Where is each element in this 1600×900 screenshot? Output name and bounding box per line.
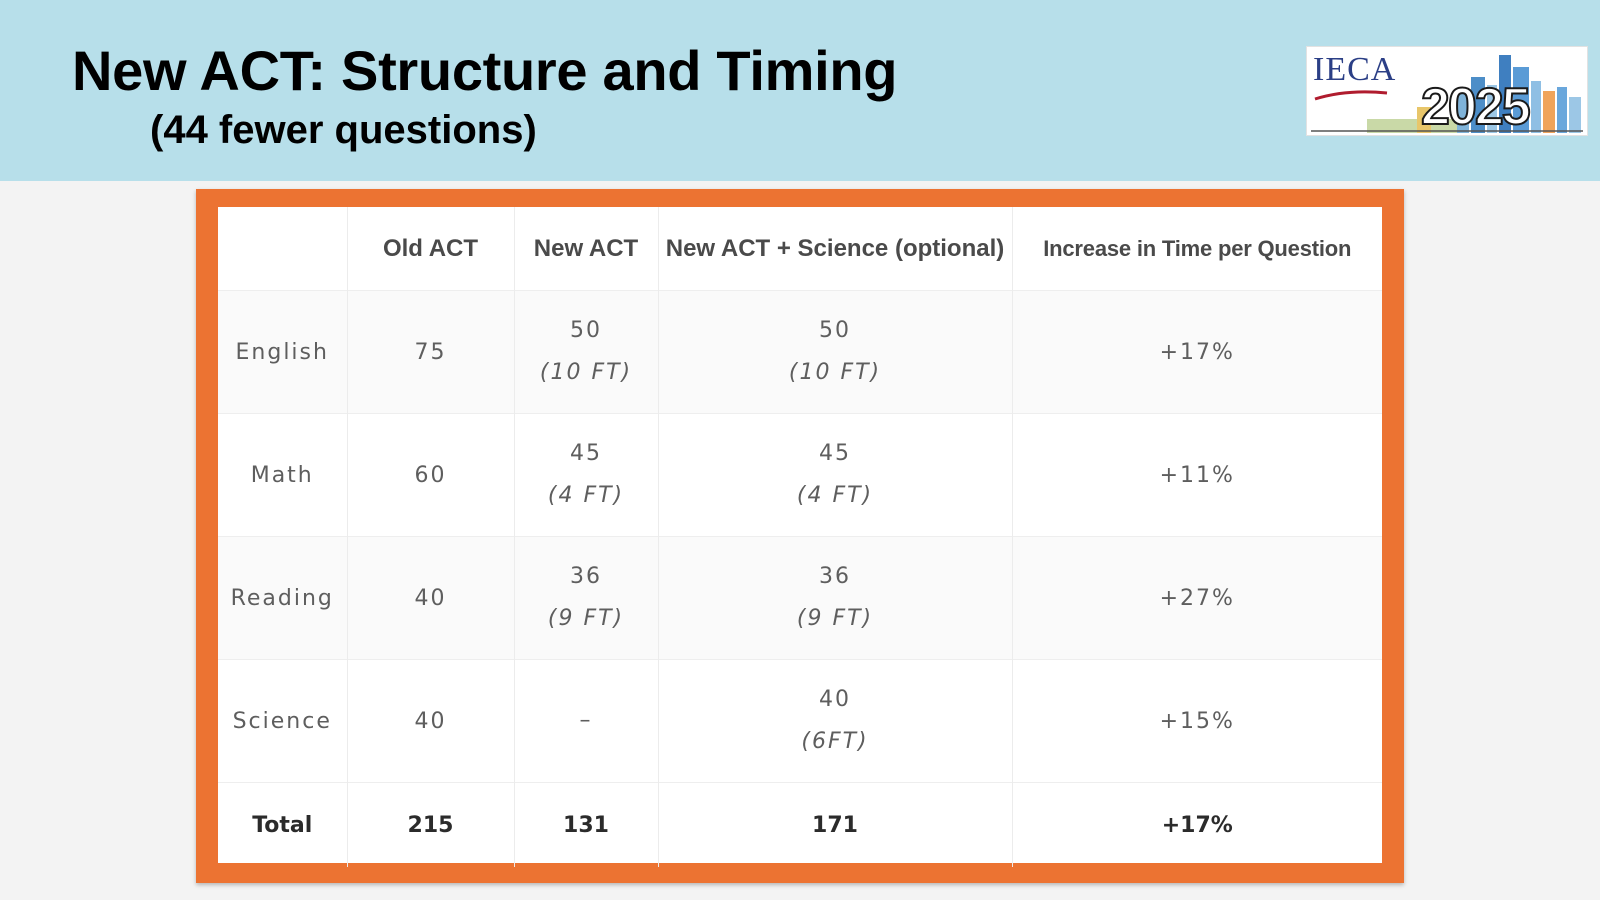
header-cell: Increase in Time per Question: [1011, 207, 1382, 291]
row-label: English: [218, 290, 347, 414]
science-cell: 36 (9 FT): [657, 536, 1012, 660]
row-label: Reading: [218, 536, 347, 660]
ieca-2025-logo: IECA 2025: [1306, 46, 1588, 136]
table-frame: Old ACT New ACT New ACT + Science (optio…: [196, 189, 1404, 883]
logo-year-text: 2025: [1420, 77, 1532, 136]
science-value: 50: [819, 318, 851, 343]
act-comparison-table: Old ACT New ACT New ACT + Science (optio…: [218, 207, 1382, 867]
header-band: New ACT: Structure and Timing (44 fewer …: [0, 0, 1600, 181]
new-act-cell: 45 (4 FT): [513, 413, 658, 537]
new-act-cell: –: [513, 659, 658, 783]
science-value: 45: [819, 441, 851, 466]
old-act-cell: 40: [346, 659, 514, 783]
header-cell: New ACT + Science (optional): [657, 207, 1012, 291]
increase-cell: +11%: [1011, 413, 1382, 537]
science-ft: (9 FT): [796, 606, 874, 631]
science-ft: (4 FT): [796, 483, 874, 508]
slide-subtitle: (44 fewer questions): [150, 108, 537, 152]
total-science: 171: [657, 782, 1012, 867]
new-act-value: 36: [570, 564, 602, 589]
increase-cell: +17%: [1011, 290, 1382, 414]
skyline-icon: [1311, 55, 1583, 133]
new-act-value: –: [579, 708, 593, 733]
table-row: Math 60 45 (4 FT) 45 (4 FT) +11%: [218, 413, 1382, 537]
old-act-cell: 40: [346, 536, 514, 660]
header-cell: New ACT: [513, 207, 658, 291]
science-cell: 50 (10 FT): [657, 290, 1012, 414]
science-ft: (10 FT): [788, 360, 882, 385]
science-value: 40: [819, 687, 851, 712]
new-act-value: 45: [570, 441, 602, 466]
total-row: Total 215 131 171 +17%: [218, 782, 1382, 867]
new-act-ft: (9 FT): [547, 606, 625, 631]
logo-ieca-text: IECA: [1313, 51, 1397, 88]
table-row: Science 40 – 40 (6FT) +15%: [218, 659, 1382, 783]
increase-cell: +27%: [1011, 536, 1382, 660]
old-act-cell: 75: [346, 290, 514, 414]
row-label: Math: [218, 413, 347, 537]
new-act-cell: 36 (9 FT): [513, 536, 658, 660]
table-header-row: Old ACT New ACT New ACT + Science (optio…: [218, 207, 1382, 291]
increase-cell: +15%: [1011, 659, 1382, 783]
new-act-cell: 50 (10 FT): [513, 290, 658, 414]
table-row: Reading 40 36 (9 FT) 36 (9 FT) +27%: [218, 536, 1382, 660]
total-new-act: 131: [513, 782, 658, 867]
new-act-ft: (10 FT): [539, 360, 633, 385]
science-cell: 45 (4 FT): [657, 413, 1012, 537]
row-label: Science: [218, 659, 347, 783]
science-value: 36: [819, 564, 851, 589]
new-act-value: 50: [570, 318, 602, 343]
old-act-cell: 60: [346, 413, 514, 537]
total-old-act: 215: [346, 782, 514, 867]
header-cell: [218, 207, 347, 291]
total-label: Total: [218, 782, 347, 867]
header-cell: Old ACT: [346, 207, 514, 291]
slide-title: New ACT: Structure and Timing: [72, 39, 898, 102]
total-increase: +17%: [1011, 782, 1382, 867]
science-ft: (6FT): [801, 729, 869, 754]
new-act-ft: (4 FT): [547, 483, 625, 508]
science-cell: 40 (6FT): [657, 659, 1012, 783]
table-panel: Old ACT New ACT New ACT + Science (optio…: [218, 207, 1382, 867]
table-row: English 75 50 (10 FT) 50 (10 FT) +17%: [218, 290, 1382, 414]
